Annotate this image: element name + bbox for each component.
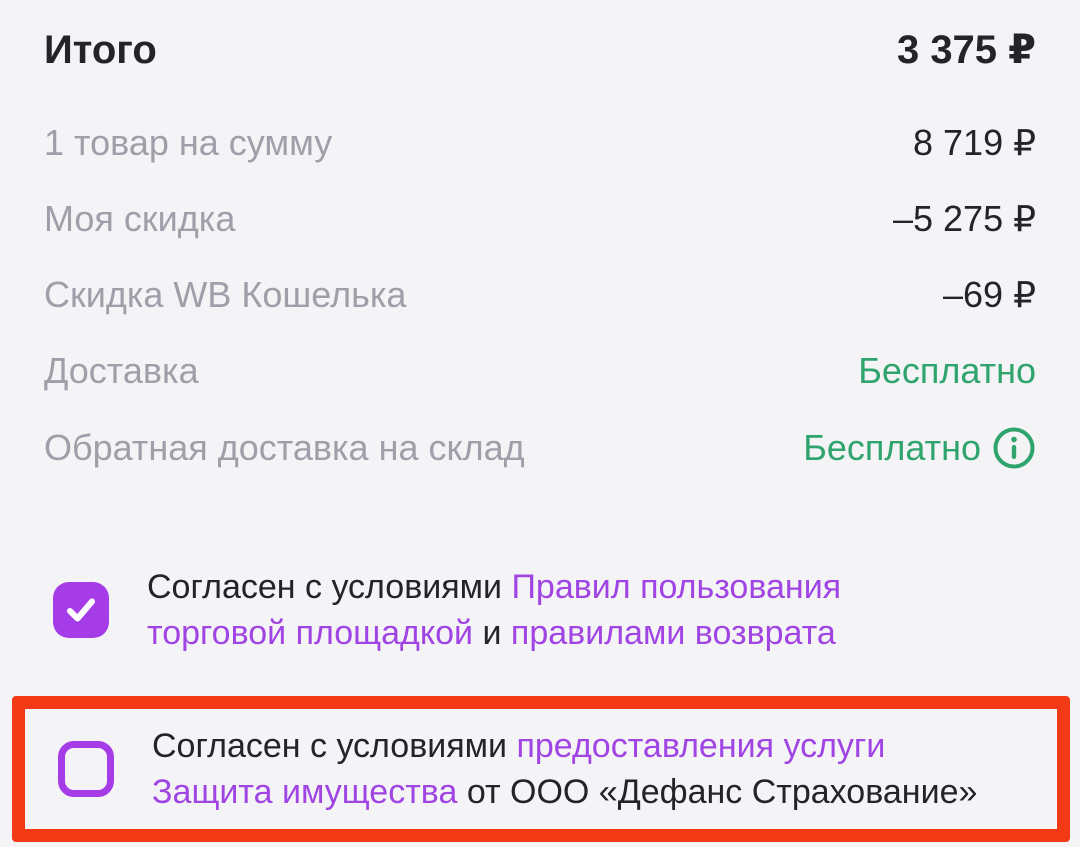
return-delivery-value: Бесплатно — [803, 427, 981, 468]
my-discount-value: –5 275 ₽ — [892, 198, 1036, 239]
my-discount-label: Моя скидка — [44, 198, 236, 239]
summary-row-delivery: Доставка Бесплатно — [44, 350, 1036, 392]
items-value: 8 719 ₽ — [913, 122, 1036, 163]
checkmark-icon — [67, 598, 95, 622]
wallet-discount-label: Скидка WB Кошелька — [44, 274, 407, 315]
wallet-discount-value: –69 ₽ — [943, 274, 1036, 315]
return-delivery-value-group: Бесплатно — [803, 426, 1036, 470]
delivery-value: Бесплатно — [858, 350, 1036, 391]
insurance-terms-text: Согласен с условиями предоставления услу… — [152, 723, 977, 815]
summary-row-items: 1 товар на сумму 8 719 ₽ — [44, 122, 1036, 164]
usage-rules-link[interactable]: Правил пользования — [511, 568, 842, 606]
insurance-terms-checkbox[interactable] — [58, 741, 114, 797]
agreement-line: Согласен с условиями предоставления услу… — [152, 723, 977, 769]
total-label: Итого — [44, 28, 157, 72]
agreement-line: Согласен с условиями Правил пользования — [147, 564, 841, 610]
items-label: 1 товар на сумму — [44, 122, 333, 163]
return-rules-link[interactable]: правилами возврата — [510, 614, 836, 652]
agreement-plain-text: и — [473, 614, 511, 652]
insurance-service-link-continued[interactable]: Защита имущества — [152, 773, 458, 811]
order-summary: Итого 3 375 ₽ 1 товар на сумму 8 719 ₽ М… — [44, 28, 1036, 470]
summary-row-return-delivery: Обратная доставка на склад Бесплатно — [44, 426, 1036, 470]
marketplace-terms-text: Согласен с условиями Правил пользования … — [147, 564, 841, 656]
delivery-label: Доставка — [44, 350, 199, 391]
summary-row-wallet-discount: Скидка WB Кошелька –69 ₽ — [44, 274, 1036, 316]
return-delivery-label: Обратная доставка на склад — [44, 427, 525, 468]
summary-row-my-discount: Моя скидка –5 275 ₽ — [44, 198, 1036, 240]
usage-rules-link-continued[interactable]: торговой площадкой — [147, 614, 474, 652]
agreement-line: Защита имущества от ООО «Дефанс Страхова… — [152, 769, 977, 815]
agreement-plain-text: Согласен с условиями — [152, 727, 517, 765]
total-value: 3 375 ₽ — [896, 28, 1036, 72]
marketplace-terms-checkbox[interactable] — [53, 582, 109, 638]
agreement-line: торговой площадкой и правилами возврата — [147, 610, 841, 656]
total-row: Итого 3 375 ₽ — [44, 28, 1036, 72]
agreement-plain-text: от ООО «Дефанс Страхование» — [457, 773, 978, 811]
agreement-marketplace-terms: Согласен с условиями Правил пользования … — [0, 564, 1080, 656]
info-icon[interactable] — [992, 426, 1036, 470]
agreement-plain-text: Согласен с условиями — [147, 568, 512, 606]
annotation-highlight-box: Согласен с условиями предоставления услу… — [12, 696, 1070, 842]
agreements-section: Согласен с условиями Правил пользования … — [0, 564, 1080, 842]
agreement-insurance-terms: Согласен с условиями предоставления услу… — [58, 723, 1047, 815]
insurance-service-link[interactable]: предоставления услуги — [516, 727, 886, 765]
